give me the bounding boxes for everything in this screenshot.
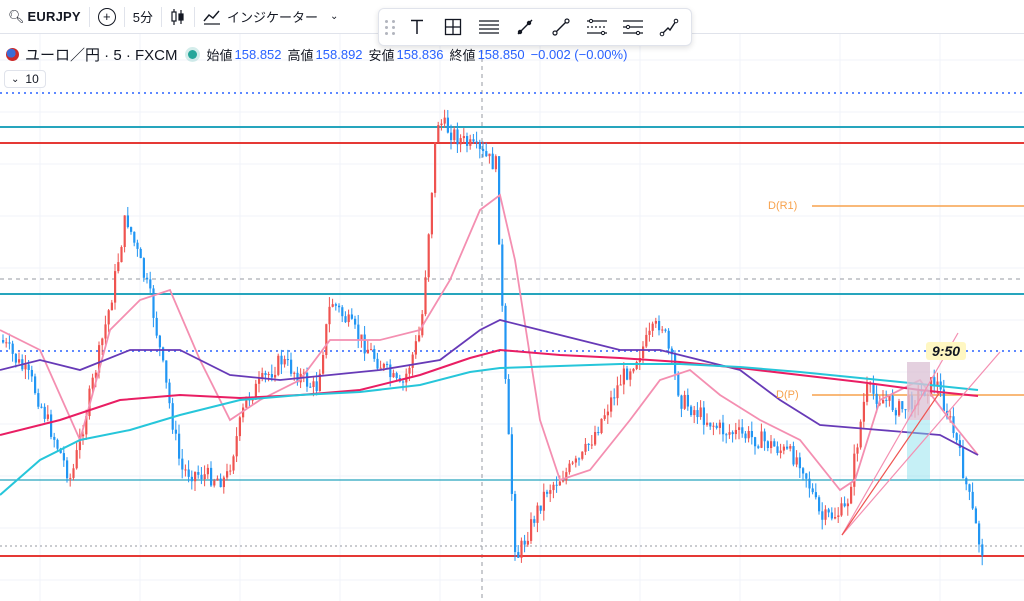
ray-tool-icon: [517, 19, 533, 35]
indicators-button[interactable]: インジケーター ⌄: [195, 0, 346, 34]
trend-line-1[interactable]: [841, 332, 959, 536]
currency-flag-icon: [6, 48, 19, 61]
plus-circle-icon: +: [97, 7, 116, 26]
fib-tool-button[interactable]: [471, 10, 507, 44]
compare-button[interactable]: +: [90, 0, 124, 34]
open-value: 158.852: [234, 47, 282, 62]
chevron-down-icon: ⌄: [330, 11, 339, 22]
ray-tool-button[interactable]: [507, 10, 543, 44]
candles-icon: [171, 8, 184, 25]
ma-pink-line: [0, 193, 979, 492]
indicator-count: 10: [25, 72, 39, 86]
high-value: 158.892: [315, 47, 363, 62]
ma-red-line: [0, 348, 979, 436]
low-value: 158.836: [396, 47, 444, 62]
symbol-name: EURJPY: [27, 9, 81, 24]
change-value: −0.002 (−0.00%): [530, 47, 628, 62]
pivot-r1-label: D(R1): [768, 200, 798, 212]
trend-line-3[interactable]: [841, 391, 941, 536]
indicators-label: インジケーター: [226, 10, 318, 25]
ma-purple-line: [0, 319, 979, 456]
drag-handle-icon[interactable]: [385, 17, 399, 37]
time-annotation[interactable]: 9:50: [926, 342, 967, 360]
path-tool-icon: [659, 18, 679, 37]
regression-tool-button[interactable]: [615, 10, 651, 44]
low-label: 安値: [368, 48, 395, 63]
search-icon: 🔍︎: [8, 8, 25, 24]
divider: [88, 6, 90, 27]
parallel-channel-button[interactable]: [579, 10, 615, 44]
ma-cyan-line: [0, 363, 979, 496]
divider: [123, 6, 125, 27]
symbol-search[interactable]: 🔍︎ EURJPY: [0, 0, 89, 34]
legend-title[interactable]: ユーロ／円 · 5 · FXCM: [25, 47, 178, 64]
close-value: 158.850: [477, 47, 525, 62]
market-status-icon: [187, 50, 197, 59]
line-tool-button[interactable]: [543, 10, 579, 44]
close-label: 終値: [449, 48, 476, 63]
regression-icon: [623, 20, 643, 36]
candlesticks: [2, 109, 984, 566]
open-label: 始値: [206, 48, 233, 63]
chevron-down-icon: ⌄: [11, 73, 20, 85]
text-tool-icon: [411, 19, 423, 34]
measure-tool-icon: [444, 18, 462, 36]
high-label: 高値: [287, 48, 314, 63]
trend-drawings[interactable]: [841, 332, 1001, 536]
divider: [193, 6, 195, 27]
indicators-icon: [203, 10, 220, 25]
divider: [160, 6, 162, 27]
path-tool-button[interactable]: [651, 10, 687, 44]
interval-button[interactable]: 5分: [132, 10, 153, 25]
chart-grid: [0, 34, 1024, 601]
moving-averages: [0, 193, 979, 496]
chart-type-button[interactable]: [162, 0, 194, 34]
drawing-toolbar: [378, 8, 692, 46]
line-tool-icon: [552, 18, 570, 36]
trend-line-2[interactable]: [841, 351, 1001, 536]
measure-tool-button[interactable]: [435, 10, 471, 44]
price-legend: ユーロ／円 · 5 · FXCM 始値 158.852 高値 158.892 安…: [6, 44, 627, 65]
parallel-channel-icon: [587, 18, 607, 36]
fib-tool-icon: [479, 20, 499, 34]
text-tool-button[interactable]: [399, 10, 435, 44]
highlight-box-pink[interactable]: [907, 362, 930, 420]
indicator-legend-toggle[interactable]: ⌄ 10: [4, 70, 46, 88]
pivot-p-label: D(P): [776, 389, 799, 401]
